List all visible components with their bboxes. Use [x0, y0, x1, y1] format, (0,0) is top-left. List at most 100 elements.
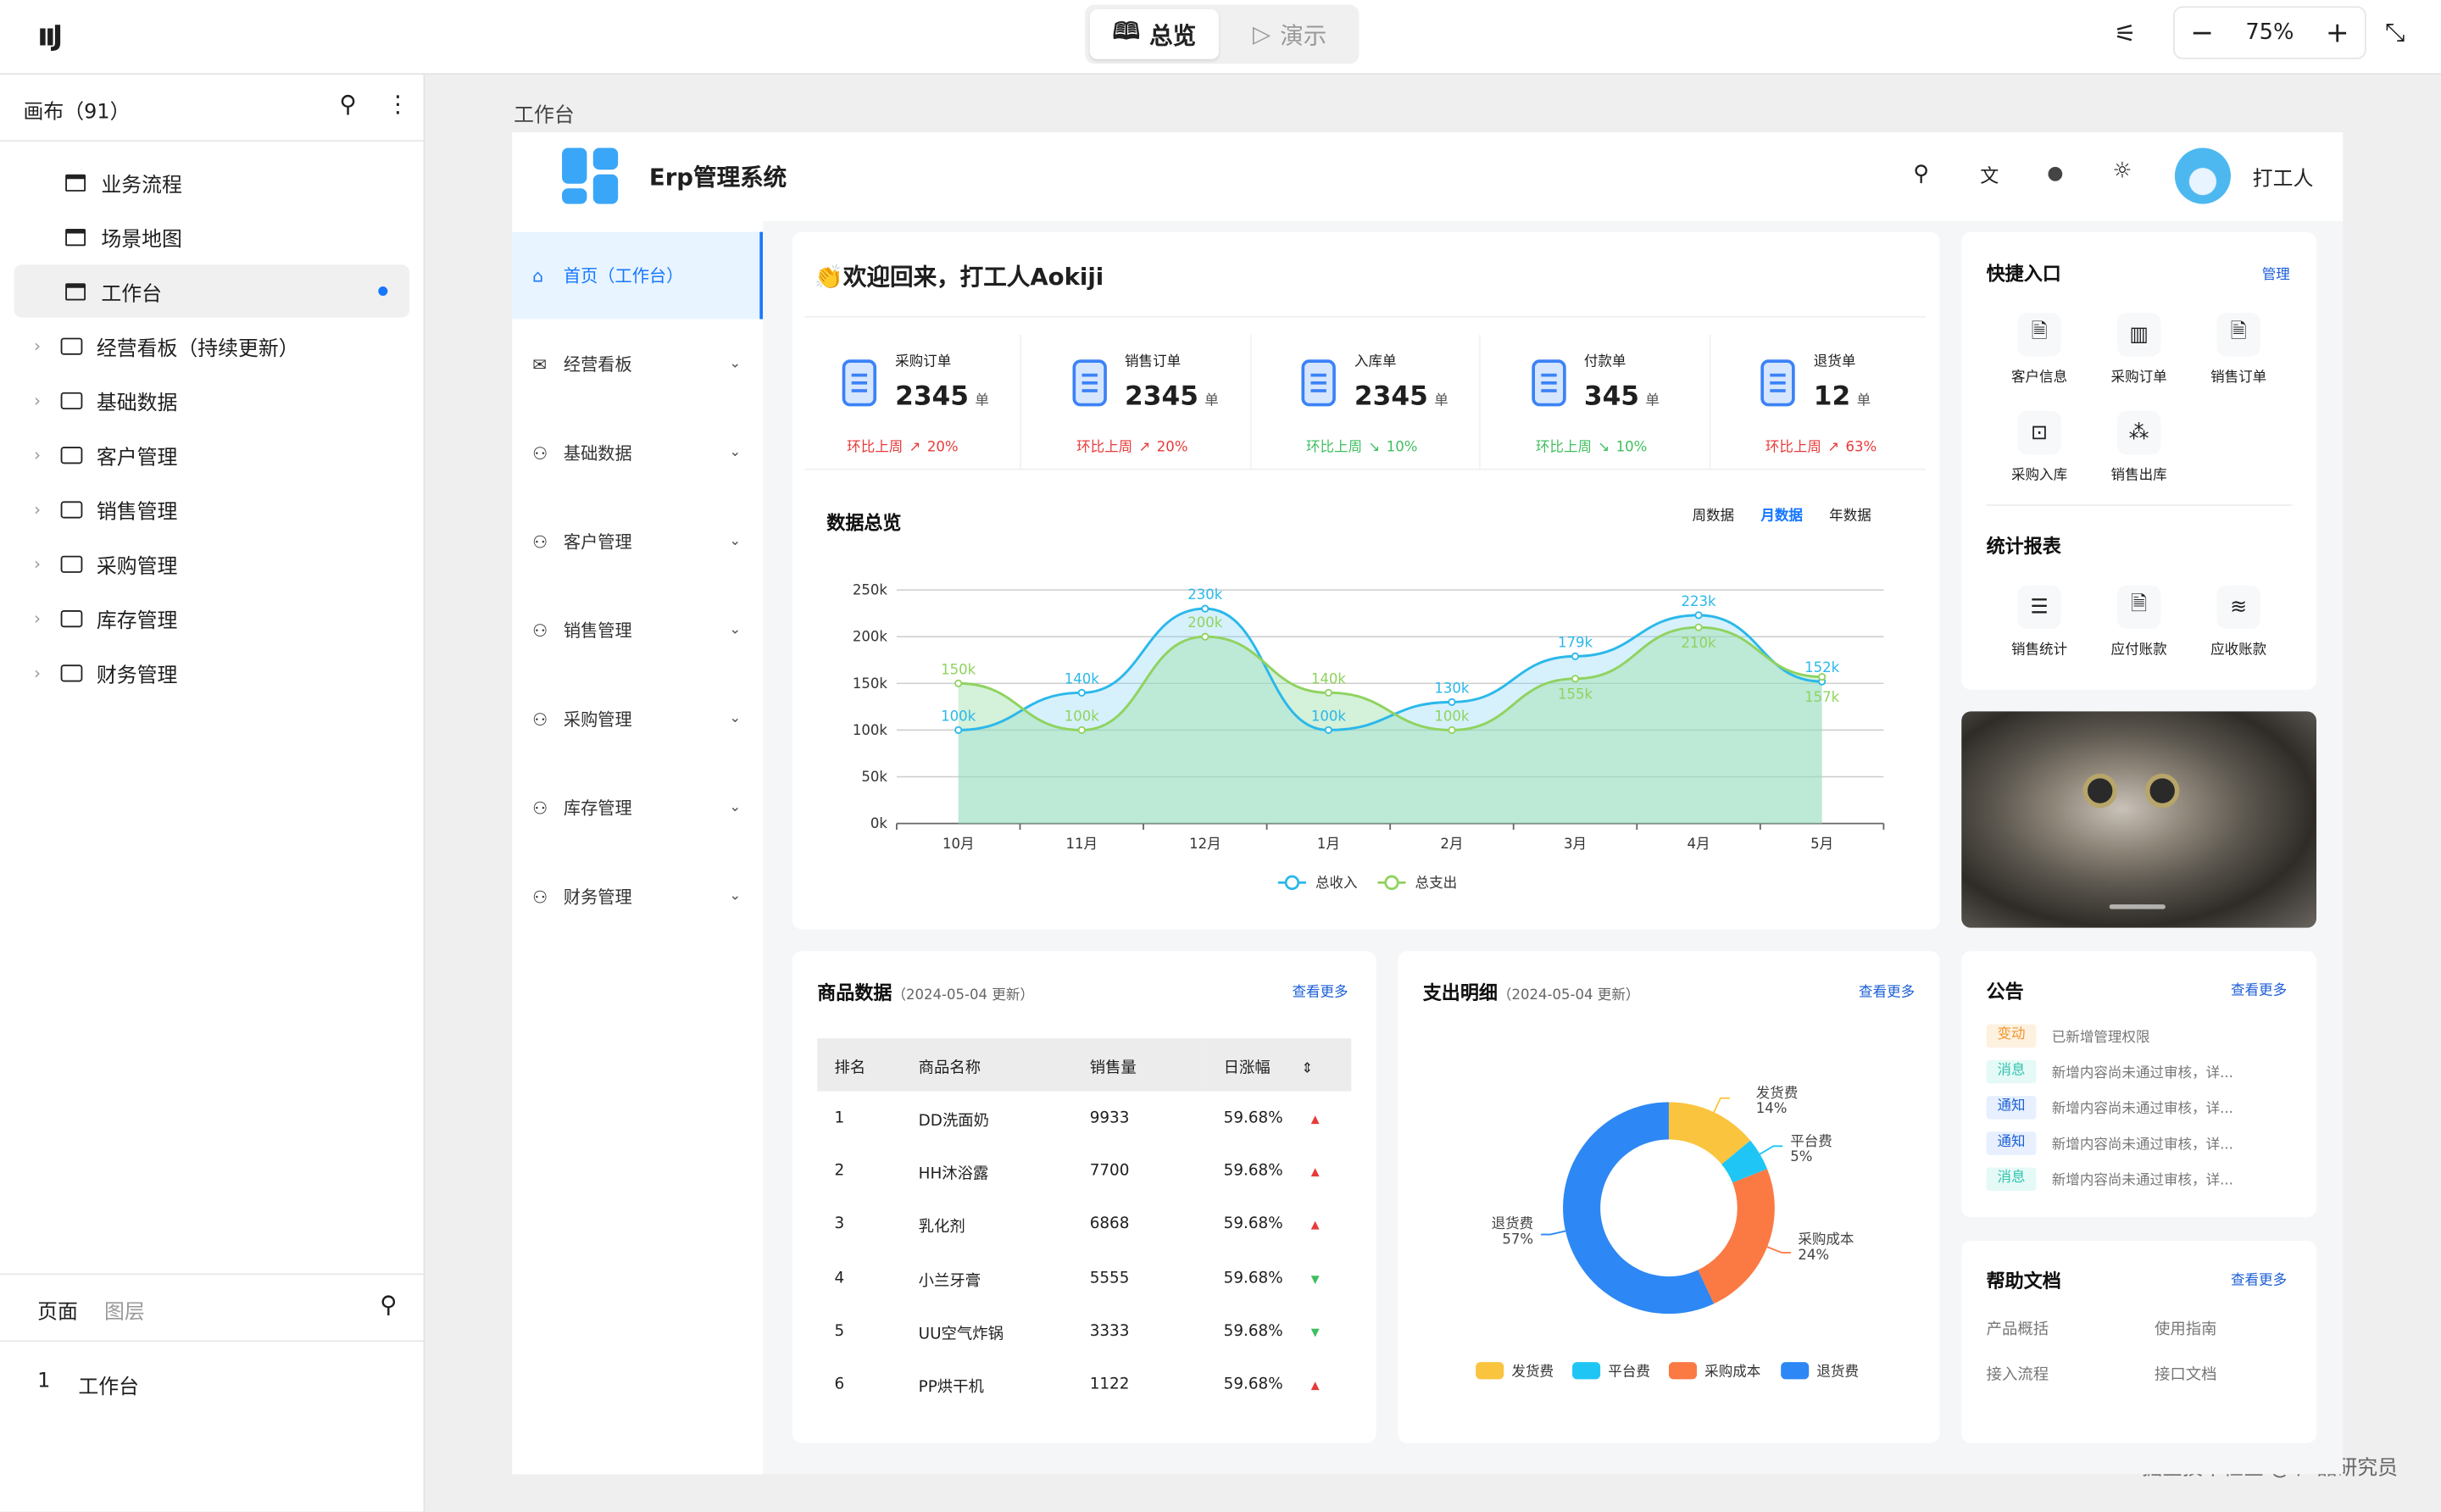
- data-point[interactable]: [1694, 611, 1703, 620]
- quick-entry-item[interactable]: 🗎 销售订单: [2184, 313, 2294, 386]
- help-link[interactable]: 接入流程: [1986, 1366, 2049, 1384]
- app-logo[interactable]: ııJ: [37, 15, 63, 53]
- column-header[interactable]: 日涨幅 ⇕: [1223, 1059, 1314, 1077]
- collapse-icon[interactable]: ⤡: [2384, 17, 2405, 47]
- donut-slice[interactable]: [1698, 1169, 1775, 1304]
- tree-item[interactable]: 业务流程: [14, 156, 410, 208]
- data-point[interactable]: [954, 679, 963, 687]
- chevron-right-icon[interactable]: ›: [34, 335, 42, 356]
- table-row[interactable]: 5 UU空气炸锅 3333 59.68% ▼: [817, 1304, 1351, 1358]
- chevron-down-icon[interactable]: ⌄: [729, 888, 742, 905]
- sidebar-item[interactable]: ⚇ 销售管理 ⌄: [512, 586, 763, 674]
- legend-label[interactable]: 发货费: [1511, 1364, 1554, 1380]
- stat-card[interactable]: 采购订单 2345 单环比上周 ↗ 20%: [792, 334, 1021, 469]
- chevron-right-icon[interactable]: ›: [34, 608, 42, 629]
- carousel-indicator[interactable]: [2109, 904, 2166, 909]
- view-more-link[interactable]: 查看更多: [1859, 985, 1916, 1001]
- notice-item[interactable]: 消息 新增内容尚未通过审核，详...: [1986, 1167, 2233, 1192]
- chevron-down-icon[interactable]: ⌄: [729, 533, 742, 550]
- donut-slice[interactable]: [1668, 1102, 1751, 1165]
- view-more-link[interactable]: 查看更多: [2230, 1273, 2288, 1289]
- data-point[interactable]: [1324, 725, 1332, 735]
- settings-sliders-icon[interactable]: ⚟: [2114, 19, 2137, 48]
- tab-layers[interactable]: 图层: [104, 1301, 145, 1326]
- user-name[interactable]: 打工人: [2252, 168, 2314, 192]
- tab-year[interactable]: 年数据: [1829, 509, 1871, 525]
- legend-label[interactable]: 退货费: [1816, 1364, 1859, 1380]
- more-icon[interactable]: ⋮: [386, 90, 410, 119]
- help-link[interactable]: 产品概括: [1986, 1321, 2049, 1339]
- chevron-down-icon[interactable]: ⌄: [729, 622, 742, 639]
- chevron-right-icon[interactable]: ›: [34, 444, 42, 465]
- donut-slice[interactable]: [1563, 1102, 1715, 1315]
- data-point[interactable]: [1448, 698, 1456, 706]
- stat-card[interactable]: 退货单 12 单环比上周 ↗ 63%: [1711, 335, 1940, 469]
- sidebar-item[interactable]: ⚇ 客户管理 ⌄: [512, 498, 763, 586]
- legend-label[interactable]: 平台费: [1608, 1364, 1650, 1380]
- page-list-item[interactable]: 1 工作台: [37, 1370, 140, 1400]
- help-link[interactable]: 使用指南: [2154, 1321, 2217, 1339]
- legend-label[interactable]: 总收入: [1315, 875, 1358, 891]
- quick-entry-item[interactable]: ⊡ 采购入库: [1985, 410, 2094, 484]
- data-point[interactable]: [1201, 604, 1209, 613]
- data-point[interactable]: [1571, 675, 1580, 683]
- donut-slice[interactable]: [1721, 1140, 1768, 1183]
- sidebar-item[interactable]: ⌂ 首页（工作台）: [512, 231, 763, 320]
- table-row[interactable]: 1 DD洗面奶 9933 59.68% ▲: [817, 1092, 1351, 1145]
- chevron-down-icon[interactable]: ⌄: [729, 800, 742, 816]
- chevron-right-icon[interactable]: ›: [34, 498, 42, 520]
- quick-entry-item[interactable]: 🗎 客户信息: [1985, 313, 2094, 386]
- frame-label[interactable]: 工作台: [514, 104, 575, 128]
- tree-item[interactable]: 工作台: [14, 264, 410, 318]
- tab-week[interactable]: 周数据: [1692, 509, 1735, 525]
- tab-month[interactable]: 月数据: [1760, 509, 1803, 525]
- data-point[interactable]: [1077, 688, 1086, 697]
- legend-swatch[interactable]: [1572, 1362, 1601, 1380]
- report-item[interactable]: 🗎 应付账款: [2084, 585, 2194, 659]
- quick-entry-item[interactable]: ⁂ 销售出库: [2084, 410, 2194, 484]
- view-more-link[interactable]: 查看更多: [2230, 983, 2288, 1000]
- search-icon[interactable]: ⚲: [380, 1290, 398, 1319]
- chevron-right-icon[interactable]: ›: [34, 662, 42, 683]
- legend-label[interactable]: 采购成本: [1704, 1364, 1760, 1380]
- chevron-right-icon[interactable]: ›: [34, 553, 42, 574]
- tree-item[interactable]: 场景地图: [14, 210, 410, 263]
- sidebar-item[interactable]: ⚇ 财务管理 ⌄: [512, 853, 763, 941]
- notice-item[interactable]: 变动 已新增管理权限: [1986, 1024, 2150, 1048]
- legend-swatch[interactable]: [1476, 1362, 1504, 1380]
- tree-item[interactable]: › 库存管理: [14, 592, 410, 644]
- stat-card[interactable]: 入库单 2345 单环比上周 ↘ 10%: [1252, 334, 1481, 469]
- sort-icon[interactable]: ⇕: [1301, 1060, 1314, 1077]
- tree-item[interactable]: › 销售管理: [14, 482, 410, 535]
- tab-pages[interactable]: 页面: [37, 1301, 78, 1326]
- zoom-out-button[interactable]: −: [2190, 16, 2214, 49]
- legend-swatch[interactable]: [1781, 1362, 1810, 1380]
- notice-item[interactable]: 消息 新增内容尚未通过审核，详...: [1986, 1059, 2233, 1084]
- data-point[interactable]: [1571, 652, 1580, 660]
- help-link[interactable]: 接口文档: [2154, 1366, 2217, 1384]
- tree-item[interactable]: › 财务管理: [14, 646, 410, 698]
- bell-icon[interactable]: ●: [2047, 162, 2064, 184]
- notice-item[interactable]: 通知 新增内容尚未通过审核，详...: [1986, 1131, 2233, 1155]
- tree-item[interactable]: › 经营看板（持续更新）: [14, 320, 410, 372]
- translate-icon[interactable]: 文: [1980, 164, 1999, 187]
- manage-link[interactable]: 管理: [2261, 267, 2290, 284]
- report-item[interactable]: ≋ 应收账款: [2184, 585, 2294, 659]
- sidebar-item[interactable]: ⚇ 基础数据 ⌄: [512, 409, 763, 497]
- chevron-down-icon[interactable]: ⌄: [729, 711, 742, 727]
- theme-sun-icon[interactable]: ☼: [2112, 158, 2132, 184]
- data-point[interactable]: [954, 725, 963, 735]
- sidebar-item[interactable]: ✉ 经营看板 ⌄: [512, 320, 763, 408]
- sidebar-item[interactable]: ⚇ 采购管理 ⌄: [512, 675, 763, 763]
- tab-overview[interactable]: 🕮 总览: [1089, 9, 1220, 59]
- tree-item[interactable]: › 客户管理: [14, 428, 410, 481]
- search-icon[interactable]: ⚲: [339, 90, 357, 119]
- chevron-down-icon[interactable]: ⌄: [729, 356, 742, 372]
- notice-item[interactable]: 通知 新增内容尚未通过审核，详...: [1986, 1096, 2233, 1120]
- stat-card[interactable]: 付款单 345 单环比上周 ↘ 10%: [1482, 334, 1710, 469]
- zoom-in-button[interactable]: +: [2325, 16, 2349, 49]
- table-row[interactable]: 3 乳化剂 6868 59.68% ▲: [817, 1198, 1351, 1252]
- stat-card[interactable]: 销售订单 2345 单环比上周 ↗ 20%: [1022, 334, 1251, 469]
- chevron-right-icon[interactable]: ›: [34, 390, 42, 410]
- legend-marker[interactable]: [1284, 875, 1300, 891]
